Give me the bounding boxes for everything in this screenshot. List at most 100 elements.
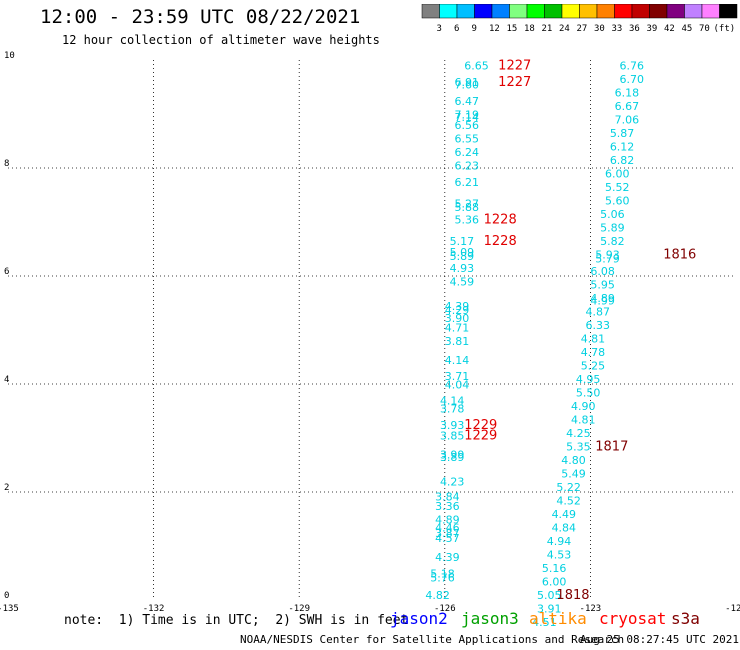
color-scale-label: 9 <box>472 24 477 34</box>
wave-height-label: 4.99 <box>590 295 615 308</box>
wave-height-label: 5.25 <box>581 359 606 372</box>
wave-height-label: 7.14 <box>455 111 480 124</box>
time-annotation: 1228 <box>484 213 517 228</box>
footer-note: note: 1) Time is in UTC; 2) SWH is in fe… <box>64 613 409 628</box>
time-annotation: 1227 <box>498 75 531 90</box>
wave-height-label: 4.81 <box>581 332 606 345</box>
satellite-label-jason3: jason3 <box>461 609 519 628</box>
wave-height-label: 5.82 <box>600 235 625 248</box>
wave-height-label: 6.82 <box>610 154 635 167</box>
color-scale-label: 36 <box>629 24 640 34</box>
wave-height-label: 6.24 <box>455 146 480 159</box>
wave-height-label: 4.53 <box>547 548 572 561</box>
wave-height-label: 5.22 <box>556 481 581 494</box>
color-scale-label: 15 <box>507 24 518 34</box>
wave-height-label: 5.93 <box>595 249 620 262</box>
wave-height-label: 6.00 <box>542 575 567 588</box>
wave-height-label: 5.76 <box>430 572 455 585</box>
wave-height-label: 4.14 <box>440 395 465 408</box>
wave-height-label: 5.09 <box>450 246 475 259</box>
color-scale-label: 42 <box>664 24 675 34</box>
wave-height-label: 4.51 <box>532 616 557 629</box>
x-tick-label: -120 <box>725 604 740 614</box>
wave-height-label: 4.52 <box>556 494 581 507</box>
color-scale-label: 30 <box>594 24 605 34</box>
wave-height-label: 4.04 <box>445 378 470 391</box>
wave-height-label: 6.76 <box>620 60 645 73</box>
wave-height-label: 4.84 <box>552 521 577 534</box>
color-scale-label: 27 <box>577 24 588 34</box>
color-scale-label: 39 <box>647 24 658 34</box>
time-annotation: 1818 <box>556 588 589 603</box>
time-annotation: 1229 <box>464 429 497 444</box>
wave-height-label: 6.91 <box>455 76 480 89</box>
wave-height-label: 5.18 <box>430 567 455 580</box>
wave-height-label: 5.89 <box>600 222 625 235</box>
wave-height-label: 6.12 <box>610 141 635 154</box>
wave-height-label: 3.36 <box>435 500 460 513</box>
wave-height-label: 5.88 <box>455 201 480 214</box>
wave-height-label: 5.36 <box>455 214 480 227</box>
color-scale-label: 70 <box>699 24 710 34</box>
wave-height-label: 4.82 <box>425 589 450 602</box>
satellite-label-cryosat: cryosat <box>599 609 667 628</box>
wave-height-label: 3.93 <box>440 419 465 432</box>
chart-title: 12:00 - 23:59 UTC 08/22/2021 <box>40 6 361 28</box>
y-tick-label: 4 <box>4 375 9 385</box>
y-tick-label: 8 <box>4 159 9 169</box>
time-annotation: 1228 <box>484 234 517 249</box>
wave-height-label: 7.06 <box>615 114 640 127</box>
color-scale-legend: 3 6 9 12 15 18 21 24 27 30 33 36 39 42 45 70 (ft) <box>421 4 738 34</box>
wave-height-label: 5.05 <box>537 589 562 602</box>
wave-height-label: 5.49 <box>561 467 586 480</box>
color-scale-label: 45 <box>682 24 693 34</box>
wave-height-label: 5.52 <box>605 181 630 194</box>
wave-height-label: 5.87 <box>610 127 635 140</box>
wave-height-label: 3.91 <box>537 602 562 615</box>
wave-height-label: 4.49 <box>552 508 577 521</box>
x-tick-label: -129 <box>288 604 310 614</box>
wave-height-label: 6.00 <box>605 168 630 181</box>
time-annotation: 1816 <box>663 248 696 263</box>
wave-height-label: 6.33 <box>586 319 611 332</box>
wave-height-label: 4.87 <box>586 305 611 318</box>
wave-height-label: 4.57 <box>435 532 460 545</box>
wave-height-label: 5.35 <box>566 440 591 453</box>
color-scale-label: 33 <box>612 24 623 34</box>
wave-height-label: 5.79 <box>595 253 620 266</box>
wave-height-label: 4.39 <box>435 551 460 564</box>
y-tick-label: 10 <box>4 51 15 61</box>
wave-height-label: 3.87 <box>435 527 460 540</box>
x-tick-label: -132 <box>143 604 165 614</box>
wave-height-label: 6.23 <box>455 160 480 173</box>
wave-height-label: 5.16 <box>542 562 567 575</box>
wave-height-label: 4.39 <box>445 300 470 313</box>
wave-height-label: 3.89 <box>440 451 465 464</box>
wave-height-label: 4.14 <box>445 354 470 367</box>
x-tick-label: -126 <box>434 604 456 614</box>
wave-height-label: 4.80 <box>561 454 586 467</box>
wave-height-label: 3.84 <box>435 491 460 504</box>
wave-height-label: 6.55 <box>455 133 480 146</box>
wave-height-label: 4.25 <box>566 427 591 440</box>
time-annotation: 1227 <box>498 59 531 74</box>
wave-height-label: 4.81 <box>571 413 596 426</box>
wave-height-label: 4.78 <box>581 346 606 359</box>
wave-height-label: 6.47 <box>455 95 480 108</box>
wave-height-label: 4.23 <box>440 476 465 489</box>
wave-height-label: 5.50 <box>576 386 601 399</box>
color-swatch <box>719 4 738 19</box>
wave-height-label: 6.65 <box>464 60 489 73</box>
y-tick-label: 6 <box>4 267 9 277</box>
wave-height-label: 5.60 <box>605 195 630 208</box>
wave-height-label: 3.99 <box>440 449 465 462</box>
chart-subtitle: 12 hour collection of altimeter wave hei… <box>62 33 380 47</box>
satellite-label-s3a: s3a <box>671 609 700 628</box>
wave-height-label: 4.71 <box>445 322 470 335</box>
satellite-label-altika: altika <box>529 609 587 628</box>
wave-height-label: 5.06 <box>600 208 625 221</box>
wave-height-label: 4.90 <box>571 400 596 413</box>
wave-height-label: 3.85 <box>440 430 465 443</box>
y-tick-label: 2 <box>4 483 9 493</box>
